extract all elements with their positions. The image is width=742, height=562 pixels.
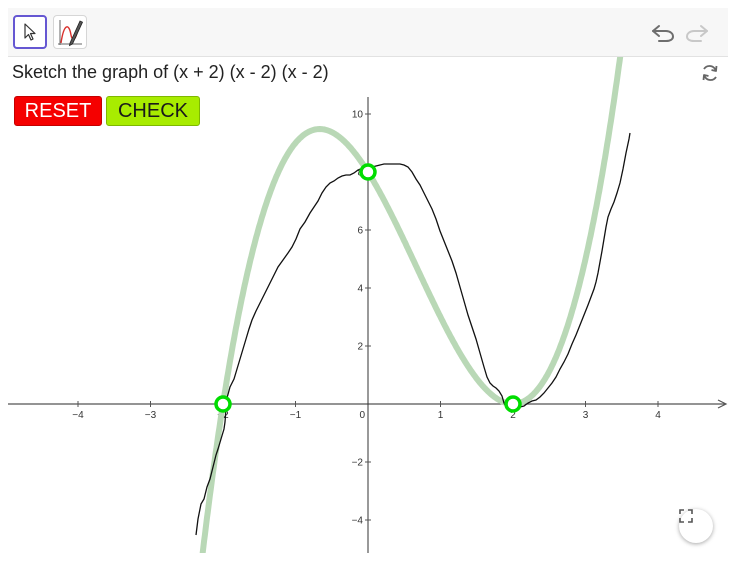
pen-graph-tool-button[interactable]: [53, 15, 87, 49]
redo-button[interactable]: [682, 18, 712, 48]
y-tick-label: 6: [357, 226, 363, 237]
x-tick-label: 2: [510, 410, 516, 421]
y-tick-label: −4: [352, 516, 364, 527]
refresh-icon: [702, 65, 718, 81]
x-tick-label: 1: [438, 410, 444, 421]
undo-icon: [652, 25, 675, 42]
y-tick-label: 4: [357, 284, 363, 295]
user-sketch-curve: [195, 132, 631, 536]
x-tick-label: −3: [145, 410, 157, 421]
control-points[interactable]: [214, 163, 522, 413]
target-curve: [199, 57, 624, 553]
check-button[interactable]: CHECK: [106, 96, 200, 126]
graph-canvas[interactable]: −4−3−2−101234108642−2−4: [8, 57, 728, 553]
x-tick-label: −1: [290, 410, 302, 421]
control-point[interactable]: [214, 395, 232, 413]
task-prompt: Sketch the graph of (x + 2) (x - 2) (x -…: [12, 62, 329, 82]
y-tick-label: 10: [352, 110, 364, 121]
control-point[interactable]: [359, 163, 377, 181]
fullscreen-icon: [679, 509, 693, 523]
move-arrow-icon: [24, 23, 36, 41]
y-tick-label: 2: [357, 342, 363, 353]
x-axis-arrow: [717, 399, 728, 409]
toolbar: [8, 8, 728, 57]
pen-graph-icon: [58, 20, 84, 47]
geogebra-applet: −4−3−2−101234108642−2−4 Sketch the graph…: [8, 8, 728, 553]
undo-button[interactable]: [648, 18, 678, 48]
graphics-view[interactable]: −4−3−2−101234108642−2−4 Sketch the graph…: [8, 57, 728, 553]
x-tick-label: 3: [583, 410, 589, 421]
fullscreen-button[interactable]: [679, 509, 713, 543]
refresh-button[interactable]: [700, 63, 724, 87]
x-tick-label: 4: [655, 410, 661, 421]
x-tick-label: −4: [72, 410, 84, 421]
control-point[interactable]: [504, 395, 522, 413]
move-tool-button[interactable]: [13, 15, 47, 49]
redo-icon: [685, 25, 708, 42]
reset-button[interactable]: RESET: [14, 96, 102, 126]
y-tick-label: −2: [352, 458, 364, 469]
x-tick-label: 0: [359, 410, 365, 421]
